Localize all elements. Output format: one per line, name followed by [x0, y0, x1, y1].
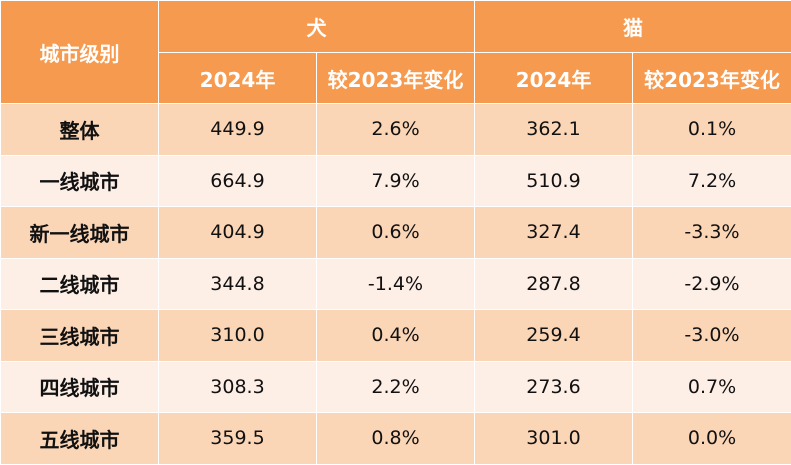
- table-row: 三线城市 310.0 0.4% 259.4 -3.0%: [1, 310, 791, 362]
- cell-cat-2024: 259.4: [475, 310, 633, 362]
- cell-dog-2024: 449.9: [159, 104, 317, 156]
- cell-cat-2024: 510.9: [475, 155, 633, 207]
- header-row-groups: 城市级别 犬 猫: [1, 1, 791, 53]
- header-city-tier: 城市级别: [1, 1, 159, 104]
- cell-cat-2024: 287.8: [475, 258, 633, 310]
- cell-dog-2024: 310.0: [159, 310, 317, 362]
- header-cat-2024: 2024年: [475, 53, 633, 104]
- header-dog-2024: 2024年: [159, 53, 317, 104]
- row-label: 一线城市: [1, 155, 159, 207]
- cell-dog-change: 0.4%: [317, 310, 475, 362]
- cell-cat-change: 7.2%: [633, 155, 791, 207]
- header-group-cat: 猫: [475, 1, 791, 53]
- row-label: 三线城市: [1, 310, 159, 362]
- row-label: 整体: [1, 104, 159, 156]
- table-row: 五线城市 359.5 0.8% 301.0 0.0%: [1, 413, 791, 465]
- cell-dog-change: -1.4%: [317, 258, 475, 310]
- header-group-dog: 犬: [159, 1, 475, 53]
- cell-cat-change: 0.7%: [633, 361, 791, 413]
- header-cat-change: 较2023年变化: [633, 53, 791, 104]
- row-label: 二线城市: [1, 258, 159, 310]
- table-row: 一线城市 664.9 7.9% 510.9 7.2%: [1, 155, 791, 207]
- table-row: 四线城市 308.3 2.2% 273.6 0.7%: [1, 361, 791, 413]
- cell-dog-2024: 664.9: [159, 155, 317, 207]
- cell-cat-2024: 301.0: [475, 413, 633, 465]
- cell-dog-change: 2.6%: [317, 104, 475, 156]
- cell-dog-2024: 308.3: [159, 361, 317, 413]
- cell-cat-2024: 273.6: [475, 361, 633, 413]
- row-label: 新一线城市: [1, 207, 159, 259]
- cell-dog-change: 2.2%: [317, 361, 475, 413]
- table-row: 新一线城市 404.9 0.6% 327.4 -3.3%: [1, 207, 791, 259]
- cell-cat-change: -2.9%: [633, 258, 791, 310]
- cell-dog-change: 0.8%: [317, 413, 475, 465]
- row-label: 四线城市: [1, 361, 159, 413]
- cell-cat-change: 0.0%: [633, 413, 791, 465]
- cell-dog-change: 7.9%: [317, 155, 475, 207]
- cell-dog-2024: 404.9: [159, 207, 317, 259]
- cell-dog-2024: 359.5: [159, 413, 317, 465]
- table-row: 二线城市 344.8 -1.4% 287.8 -2.9%: [1, 258, 791, 310]
- cell-dog-change: 0.6%: [317, 207, 475, 259]
- cell-cat-change: -3.3%: [633, 207, 791, 259]
- header-dog-change: 较2023年变化: [317, 53, 475, 104]
- table-row: 整体 449.9 2.6% 362.1 0.1%: [1, 104, 791, 156]
- cell-dog-2024: 344.8: [159, 258, 317, 310]
- cell-cat-change: 0.1%: [633, 104, 791, 156]
- cell-cat-2024: 327.4: [475, 207, 633, 259]
- cell-cat-change: -3.0%: [633, 310, 791, 362]
- row-label: 五线城市: [1, 413, 159, 465]
- cell-cat-2024: 362.1: [475, 104, 633, 156]
